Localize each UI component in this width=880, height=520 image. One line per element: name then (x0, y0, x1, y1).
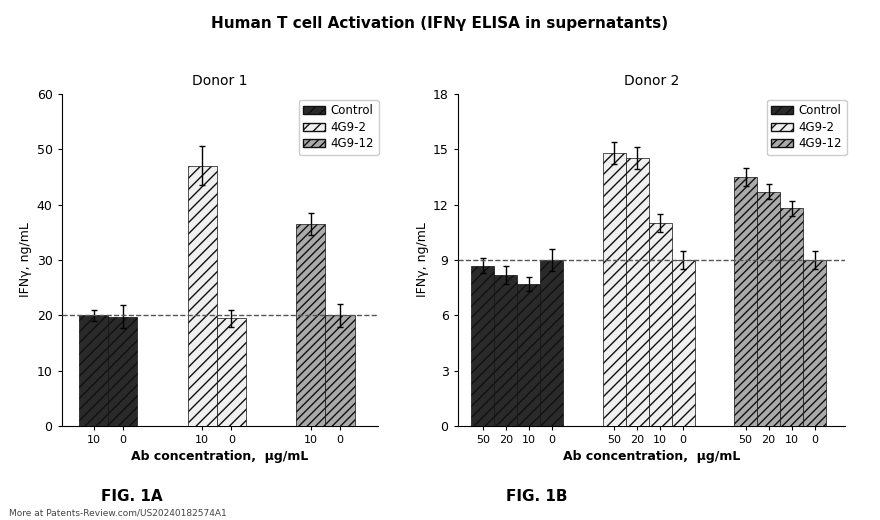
Bar (781, 208, 803, 426)
Title: Donor 2: Donor 2 (624, 74, 678, 88)
Bar (626, 158, 649, 426)
Text: More at Patents-Review.com/US20240182574A1: More at Patents-Review.com/US20240182574… (9, 509, 226, 517)
Bar (79, 316, 108, 426)
Bar (671, 260, 694, 426)
X-axis label: Ab concentration,  μg/mL: Ab concentration, μg/mL (562, 450, 740, 463)
Bar (187, 166, 216, 426)
X-axis label: Ab concentration,  μg/mL: Ab concentration, μg/mL (131, 450, 309, 463)
Y-axis label: IFNγ, ng/mL: IFNγ, ng/mL (19, 223, 33, 297)
Bar (517, 284, 540, 426)
Bar (540, 260, 563, 426)
Y-axis label: IFNγ, ng/mL: IFNγ, ng/mL (415, 223, 429, 297)
Text: FIG. 1A: FIG. 1A (101, 489, 163, 504)
Text: Human T cell Activation (IFNγ ELISA in supernatants): Human T cell Activation (IFNγ ELISA in s… (211, 16, 669, 31)
Bar (603, 153, 626, 426)
Legend: Control, 4G9-2, 4G9-12: Control, 4G9-2, 4G9-12 (298, 99, 378, 155)
Legend: Control, 4G9-2, 4G9-12: Control, 4G9-2, 4G9-12 (766, 99, 847, 155)
Bar (734, 177, 757, 426)
Bar (297, 224, 326, 426)
Bar (649, 223, 671, 426)
Bar (108, 317, 137, 426)
Bar (803, 260, 826, 426)
Bar (757, 191, 781, 426)
Bar (326, 316, 355, 426)
Title: Donor 1: Donor 1 (192, 74, 248, 88)
Bar (216, 318, 246, 426)
Text: FIG. 1B: FIG. 1B (506, 489, 568, 504)
Bar (495, 275, 517, 426)
Bar (472, 266, 495, 426)
